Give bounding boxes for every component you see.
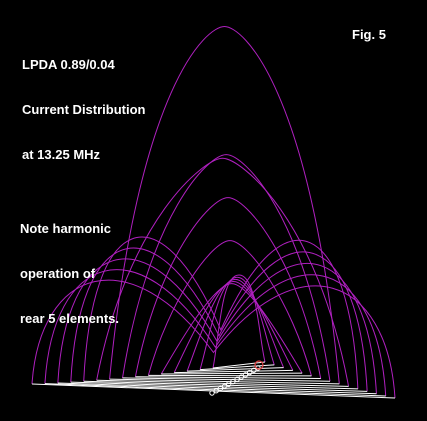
note-line: operation of — [20, 266, 96, 281]
antenna-element — [83, 380, 358, 390]
feedpoint-marker — [254, 360, 264, 370]
current-curve — [212, 274, 266, 369]
boom-marker — [217, 385, 224, 392]
note-line: Note harmonic — [20, 221, 112, 236]
current-curve — [160, 283, 303, 375]
title-block: LPDA 0.89/0.04 Current Distribution at 1… — [22, 27, 146, 192]
note-line: rear 5 elements. — [20, 311, 120, 326]
figure-label: Fig. 5 — [352, 27, 386, 42]
antenna-element — [187, 367, 284, 372]
note-block: Note harmonic operation of rear 5 elemen… — [20, 191, 119, 356]
current-curve — [31, 279, 396, 399]
antenna-element — [161, 372, 303, 375]
boom-marker — [230, 378, 236, 385]
title-line: at 13.25 MHz — [22, 147, 101, 162]
current-curve — [122, 154, 331, 382]
current-curve — [96, 157, 350, 387]
current-curve — [109, 25, 340, 384]
current-curve — [134, 197, 322, 379]
boom-marker — [226, 381, 232, 387]
current-curve — [147, 240, 312, 376]
boom-marker — [221, 383, 228, 389]
boom-marker — [242, 372, 249, 378]
antenna-element — [96, 379, 349, 387]
antenna-element — [44, 383, 386, 397]
antenna-element — [174, 369, 293, 374]
antenna-element — [109, 378, 340, 385]
current-curve — [173, 280, 294, 373]
antenna-element — [135, 376, 321, 380]
current-curve — [199, 276, 275, 370]
current-curve — [186, 278, 285, 372]
current-curve — [44, 269, 387, 397]
current-curve — [70, 247, 368, 392]
boom-marker — [246, 369, 253, 376]
boom-marker — [238, 374, 244, 380]
boom-marker — [209, 390, 215, 396]
boom-marker — [234, 376, 240, 383]
antenna-element — [212, 361, 266, 369]
current-curve — [83, 236, 359, 389]
title-line: LPDA 0.89/0.04 — [22, 57, 115, 72]
antenna-element — [122, 377, 331, 382]
boom-marker — [251, 367, 257, 373]
boom-marker — [213, 388, 219, 394]
title-line: Current Distribution — [22, 102, 146, 117]
antenna-element — [200, 364, 275, 371]
